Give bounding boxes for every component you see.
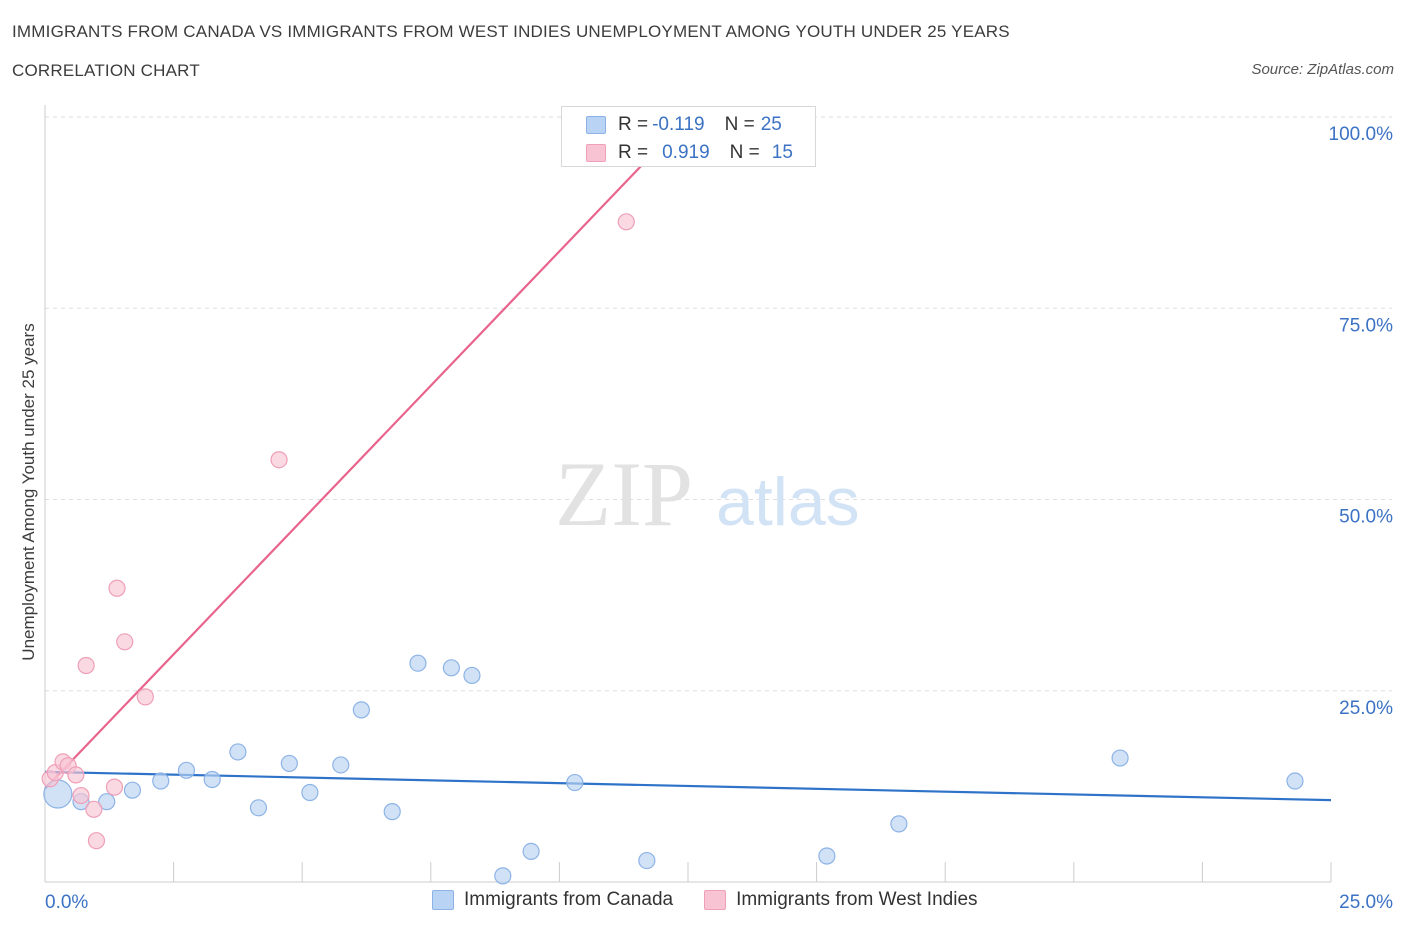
point-canada[interactable] bbox=[566, 773, 584, 792]
legend-r-label: R = bbox=[618, 142, 649, 163]
trend-line-canada bbox=[44, 770, 1332, 802]
point-canada[interactable] bbox=[409, 654, 427, 672]
point-west-indies[interactable] bbox=[72, 786, 90, 805]
series-legend-west-indies[interactable]: Immigrants from West Indies bbox=[704, 889, 978, 911]
legend-row-canada: R = -0.119 N = 25 bbox=[586, 114, 782, 136]
legend-r-value: -0.119 bbox=[652, 114, 705, 135]
series-label-canada: Immigrants from Canada bbox=[464, 889, 674, 910]
point-canada[interactable] bbox=[152, 772, 170, 790]
point-canada[interactable] bbox=[352, 701, 370, 719]
source-note: Source: ZipAtlas.com bbox=[1251, 61, 1394, 78]
point-canada[interactable] bbox=[638, 851, 656, 870]
y-tick-label: 50.0% bbox=[1339, 507, 1393, 528]
point-canada[interactable] bbox=[463, 666, 481, 685]
trend-line-west-indies bbox=[44, 116, 689, 790]
point-west-indies[interactable] bbox=[67, 766, 85, 784]
legend-swatch-west-indies bbox=[586, 144, 606, 162]
point-west-indies[interactable] bbox=[105, 778, 124, 796]
grid-layer bbox=[45, 116, 1392, 692]
legend-r-label: R = bbox=[618, 114, 649, 135]
point-canada[interactable] bbox=[123, 781, 142, 799]
legend-r-value: 0.919 bbox=[662, 142, 710, 163]
y-tick-label: 75.0% bbox=[1339, 315, 1393, 336]
point-canada[interactable] bbox=[1111, 749, 1129, 767]
tick-label-layer: 25.0% 50.0% 75.0% 100.0% 0.0% 25.0% bbox=[45, 124, 1393, 913]
point-canada[interactable] bbox=[280, 754, 298, 773]
axis-layer bbox=[44, 105, 1332, 883]
point-layer bbox=[41, 213, 1304, 885]
legend-n-label: N = bbox=[724, 114, 755, 135]
legend-n-value: 15 bbox=[771, 142, 793, 163]
watermark: ZIP atlas bbox=[555, 443, 860, 545]
correlation-legend: R = -0.119 N = 25 R = 0.919 N = 15 bbox=[561, 106, 816, 167]
chart-subtitle: CORRELATION CHART bbox=[12, 61, 200, 80]
point-canada[interactable] bbox=[249, 799, 268, 817]
point-canada[interactable] bbox=[177, 761, 196, 779]
point-canada[interactable] bbox=[229, 743, 247, 761]
trend-layer bbox=[44, 116, 1332, 802]
chart-title: IMMIGRANTS FROM CANADA VS IMMIGRANTS FRO… bbox=[12, 22, 1010, 41]
point-west-indies[interactable] bbox=[85, 800, 103, 818]
x-tick-label-max: 25.0% bbox=[1339, 892, 1393, 913]
point-canada[interactable] bbox=[494, 867, 512, 885]
point-canada[interactable] bbox=[1286, 772, 1304, 790]
point-canada[interactable] bbox=[383, 803, 401, 821]
point-canada[interactable] bbox=[332, 756, 350, 774]
point-canada[interactable] bbox=[301, 783, 319, 802]
point-canada[interactable] bbox=[203, 770, 221, 789]
point-canada[interactable] bbox=[98, 793, 116, 811]
series-legend: Immigrants from Canada Immigrants from W… bbox=[432, 889, 1009, 911]
watermark-zip: ZIP bbox=[555, 443, 693, 545]
point-west-indies[interactable] bbox=[116, 633, 134, 651]
series-swatch-canada bbox=[432, 890, 454, 910]
point-canada[interactable] bbox=[442, 659, 460, 677]
legend-row-west-indies: R = 0.919 N = 15 bbox=[586, 142, 793, 164]
y-axis-label: Unemployment Among Youth under 25 years bbox=[19, 323, 38, 661]
point-canada[interactable] bbox=[522, 842, 540, 861]
series-label-west-indies: Immigrants from West Indies bbox=[736, 889, 978, 910]
series-swatch-west-indies bbox=[704, 890, 727, 910]
point-canada[interactable] bbox=[890, 815, 908, 833]
point-west-indies[interactable] bbox=[87, 832, 106, 850]
series-legend-canada[interactable]: Immigrants from Canada bbox=[432, 889, 673, 911]
legend-n-value: 25 bbox=[760, 114, 782, 135]
x-tick-label-min: 0.0% bbox=[45, 892, 88, 913]
watermark-atlas: atlas bbox=[716, 464, 860, 540]
point-west-indies[interactable] bbox=[77, 656, 95, 675]
legend-swatch-canada bbox=[586, 116, 606, 134]
point-west-indies[interactable] bbox=[136, 688, 154, 706]
point-west-indies[interactable] bbox=[270, 451, 288, 469]
y-tick-label: 25.0% bbox=[1339, 698, 1393, 719]
legend-n-label: N = bbox=[729, 142, 760, 163]
y-tick-label: 100.0% bbox=[1329, 124, 1394, 145]
point-west-indies[interactable] bbox=[617, 213, 635, 231]
point-canada[interactable] bbox=[818, 847, 836, 865]
point-west-indies[interactable] bbox=[108, 579, 126, 597]
